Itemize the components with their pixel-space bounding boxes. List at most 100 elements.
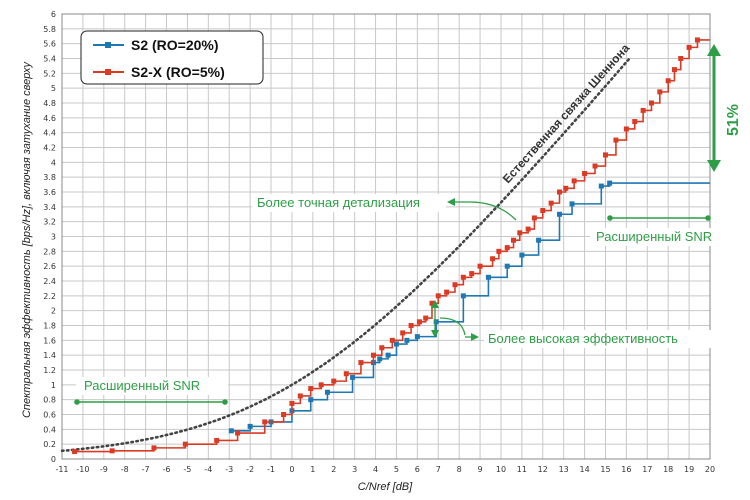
point-s1-36 xyxy=(540,208,546,214)
point-s1-1 xyxy=(109,448,115,454)
point-s1-14 xyxy=(358,360,364,366)
x-tick-label-29: 18 xyxy=(663,465,673,474)
point-s1-16 xyxy=(379,345,385,351)
efficiency-annotation: Более высокая эффективность xyxy=(431,300,712,348)
y-tick-label-6: 1.2 xyxy=(43,366,56,375)
point-s0-14 xyxy=(460,293,466,299)
y-tick-label-30: 6 xyxy=(51,10,56,19)
y-tick-label-0: 0 xyxy=(51,455,56,464)
point-s1-19 xyxy=(408,323,414,328)
x-tick-label-7: -4 xyxy=(204,465,212,474)
point-s1-29 xyxy=(490,256,496,262)
x-tick-label-14: 3 xyxy=(352,465,357,474)
point-s1-52 xyxy=(678,56,684,61)
point-s1-39 xyxy=(563,185,569,191)
point-s0-5 xyxy=(324,389,330,395)
y-tick-label-19: 3.8 xyxy=(43,173,56,182)
efficiency-arrow-head xyxy=(471,333,479,341)
point-s1-38 xyxy=(556,189,562,195)
y-tick-label-8: 1.6 xyxy=(43,336,56,345)
point-s1-34 xyxy=(525,226,531,232)
y-tick-label-11: 2.2 xyxy=(43,292,56,301)
point-s0-15 xyxy=(485,274,491,280)
x-tick-label-22: 11 xyxy=(517,465,527,474)
y-tick-label-21: 4.2 xyxy=(43,144,56,153)
efficiency-text: Более высокая эффективность xyxy=(488,331,678,346)
x-tick-label-25: 14 xyxy=(579,465,589,474)
y-tick-label-15: 3 xyxy=(51,233,56,242)
y-tick-label-2: 0.4 xyxy=(43,425,56,434)
y-tick-label-9: 1.8 xyxy=(43,322,56,331)
series-line-0 xyxy=(231,182,710,432)
x-tick-label-18: 7 xyxy=(436,465,441,474)
x-tick-label-5: -6 xyxy=(163,465,171,474)
x-tick-label-16: 5 xyxy=(394,465,399,474)
point-s1-51 xyxy=(671,67,677,73)
x-tick-label-17: 6 xyxy=(415,465,420,474)
y-tick-label-16: 3.2 xyxy=(43,218,56,227)
point-s0-8 xyxy=(377,356,383,362)
point-s1-10 xyxy=(308,386,314,392)
point-s1-44 xyxy=(613,137,619,143)
x-tick-label-10: -1 xyxy=(267,465,275,474)
point-s0-19 xyxy=(556,211,562,217)
point-s0-16 xyxy=(504,263,510,269)
x-tick-label-13: 2 xyxy=(331,465,336,474)
x-tick-label-0: -11 xyxy=(55,465,68,474)
y-tick-label-20: 4 xyxy=(51,158,56,167)
point-s1-32 xyxy=(511,237,517,243)
y-tick-label-10: 2 xyxy=(51,307,56,316)
point-s1-18 xyxy=(400,330,406,336)
point-s0-22 xyxy=(607,180,613,186)
legend-box xyxy=(80,30,264,85)
detail-annotation: Более точная детализация xyxy=(252,194,517,221)
legend-marker-s2x xyxy=(105,69,111,75)
point-s0-17 xyxy=(519,252,525,258)
y-tick-label-27: 5.4 xyxy=(43,55,56,64)
point-s1-22 xyxy=(429,300,435,306)
y-tick-label-22: 4.4 xyxy=(43,129,56,138)
point-s0-11 xyxy=(404,337,410,343)
point-s1-31 xyxy=(504,245,510,251)
point-s1-35 xyxy=(531,215,537,221)
y-tick-label-23: 4.6 xyxy=(43,114,56,123)
percent-arrow-up xyxy=(707,44,721,56)
point-s1-40 xyxy=(571,178,577,184)
x-tick-label-12: 1 xyxy=(310,465,315,474)
y-tick-label-28: 5.6 xyxy=(43,40,56,49)
point-s1-37 xyxy=(548,200,554,206)
point-s1-43 xyxy=(602,152,608,158)
legend-label-s2x: S2-X (RO=5%) xyxy=(131,64,225,80)
point-s1-4 xyxy=(214,437,220,443)
point-s1-26 xyxy=(460,274,466,280)
point-s0-13 xyxy=(433,319,439,325)
point-s1-20 xyxy=(416,319,422,325)
point-s1-47 xyxy=(640,107,646,113)
y-tick-label-4: 0.8 xyxy=(43,396,56,405)
snr-right-range-start xyxy=(607,215,613,221)
point-s1-23 xyxy=(435,293,441,299)
point-s0-21 xyxy=(598,183,604,189)
point-s1-8 xyxy=(289,400,295,406)
efficiency-arrow-up xyxy=(431,300,439,308)
detail-arrow-head xyxy=(447,198,455,206)
point-s1-2 xyxy=(151,445,157,451)
point-s1-3 xyxy=(182,441,188,447)
point-s1-54 xyxy=(694,37,700,43)
point-s1-13 xyxy=(343,371,349,377)
point-s0-6 xyxy=(350,374,356,380)
point-s1-27 xyxy=(469,271,475,277)
point-s1-11 xyxy=(318,382,324,388)
percent-arrow-down xyxy=(707,160,721,172)
x-tick-label-19: 8 xyxy=(457,465,462,474)
y-tick-label-24: 4.8 xyxy=(43,99,56,108)
snr-left-annotation: Расширенный SNR xyxy=(74,377,228,405)
y-tick-label-14: 2.8 xyxy=(43,247,56,256)
x-tick-label-15: 4 xyxy=(373,465,378,474)
point-s0-20 xyxy=(569,201,575,207)
point-s0-9 xyxy=(385,352,391,358)
point-s0-12 xyxy=(414,334,420,340)
x-tick-label-21: 10 xyxy=(496,465,506,474)
point-s1-9 xyxy=(297,393,303,399)
